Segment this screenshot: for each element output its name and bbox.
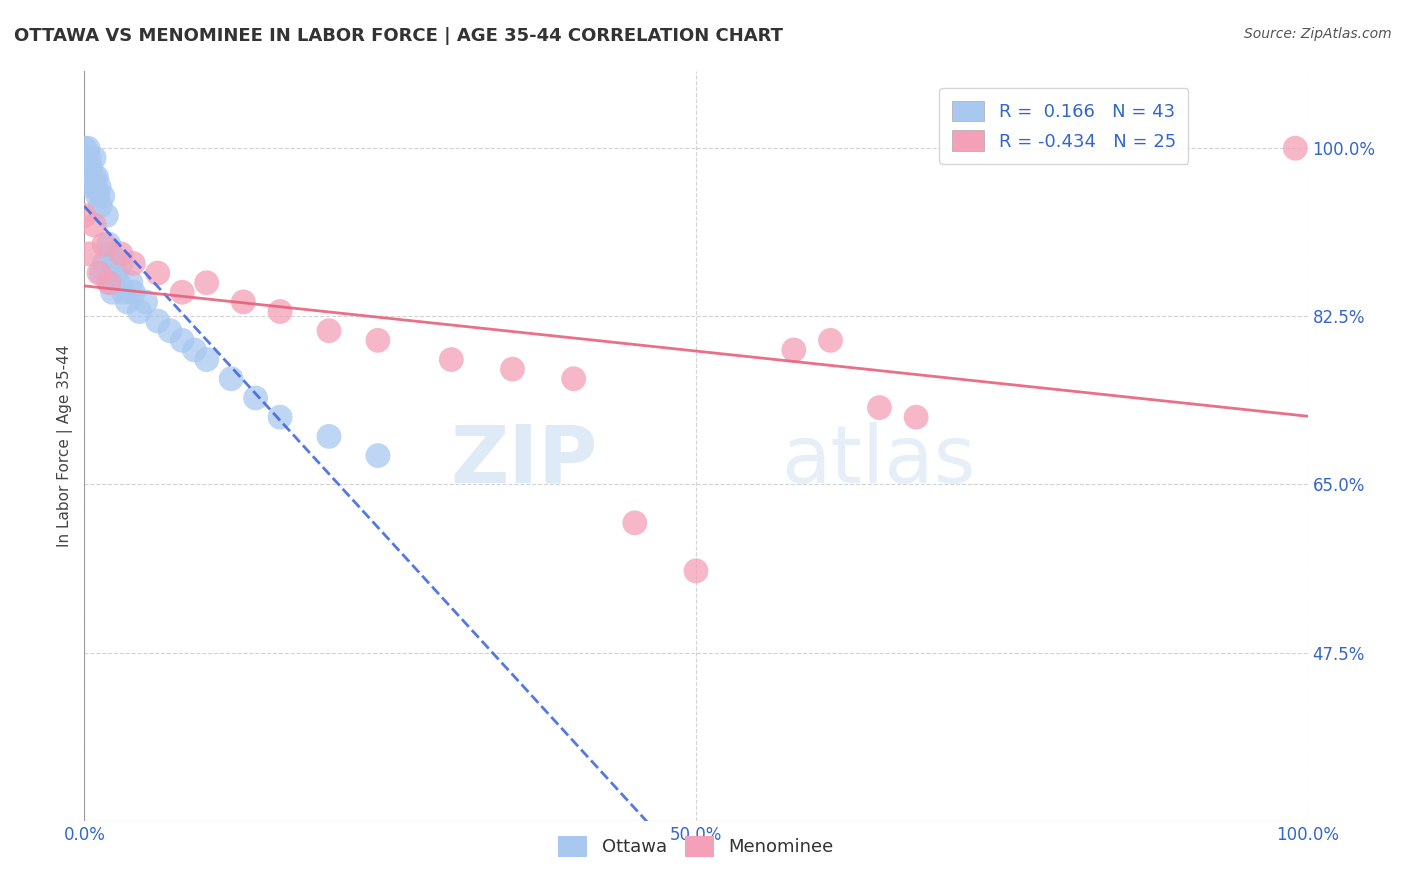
Point <box>905 410 928 425</box>
Point <box>869 401 891 415</box>
Point <box>100 247 122 261</box>
Point <box>195 276 218 290</box>
Point <box>84 179 107 194</box>
Point <box>269 410 291 425</box>
Point <box>1284 141 1306 155</box>
Point <box>83 169 105 184</box>
Point <box>115 294 138 309</box>
Legend: Ottawa, Menominee: Ottawa, Menominee <box>551 829 841 864</box>
Point <box>79 161 101 175</box>
Point <box>83 218 105 232</box>
Point <box>783 343 806 357</box>
Point <box>77 141 100 155</box>
Point <box>172 285 194 300</box>
Text: ZIP: ZIP <box>451 422 598 500</box>
Point <box>110 256 132 270</box>
Point <box>77 247 100 261</box>
Point <box>93 237 115 252</box>
Point <box>820 334 842 348</box>
Point <box>73 151 96 165</box>
Point <box>80 179 103 194</box>
Point <box>73 141 96 155</box>
Point <box>87 266 110 280</box>
Point <box>122 256 145 270</box>
Point <box>73 209 96 223</box>
Point <box>318 324 340 338</box>
Point <box>269 304 291 318</box>
Point <box>97 276 120 290</box>
Point <box>195 352 218 367</box>
Point <box>98 276 121 290</box>
Point <box>440 352 463 367</box>
Point <box>97 237 120 252</box>
Point <box>135 294 157 309</box>
Point <box>232 294 254 309</box>
Point <box>146 314 169 328</box>
Point <box>103 256 125 270</box>
Point <box>122 285 145 300</box>
Point <box>101 285 124 300</box>
Point <box>105 266 128 280</box>
Point <box>367 449 389 463</box>
Point <box>120 276 142 290</box>
Point <box>87 189 110 203</box>
Point <box>624 516 647 530</box>
Point <box>89 199 111 213</box>
Point <box>96 209 118 223</box>
Point <box>73 161 96 175</box>
Text: Source: ZipAtlas.com: Source: ZipAtlas.com <box>1244 27 1392 41</box>
Point <box>97 266 120 280</box>
Point <box>245 391 267 405</box>
Y-axis label: In Labor Force | Age 35-44: In Labor Force | Age 35-44 <box>58 345 73 547</box>
Point <box>86 169 108 184</box>
Point <box>562 372 585 386</box>
Text: OTTAWA VS MENOMINEE IN LABOR FORCE | AGE 35-44 CORRELATION CHART: OTTAWA VS MENOMINEE IN LABOR FORCE | AGE… <box>14 27 783 45</box>
Point <box>172 334 194 348</box>
Point <box>183 343 205 357</box>
Point <box>87 179 110 194</box>
Point <box>112 285 135 300</box>
Point <box>128 304 150 318</box>
Point <box>146 266 169 280</box>
Point <box>318 429 340 443</box>
Point <box>110 247 132 261</box>
Point <box>91 189 114 203</box>
Point <box>502 362 524 376</box>
Point <box>159 324 181 338</box>
Point <box>219 372 242 386</box>
Point <box>685 564 707 578</box>
Point <box>83 151 105 165</box>
Point <box>90 266 112 280</box>
Text: atlas: atlas <box>782 422 976 500</box>
Point <box>367 334 389 348</box>
Point <box>77 151 100 165</box>
Point <box>93 256 115 270</box>
Point <box>107 276 129 290</box>
